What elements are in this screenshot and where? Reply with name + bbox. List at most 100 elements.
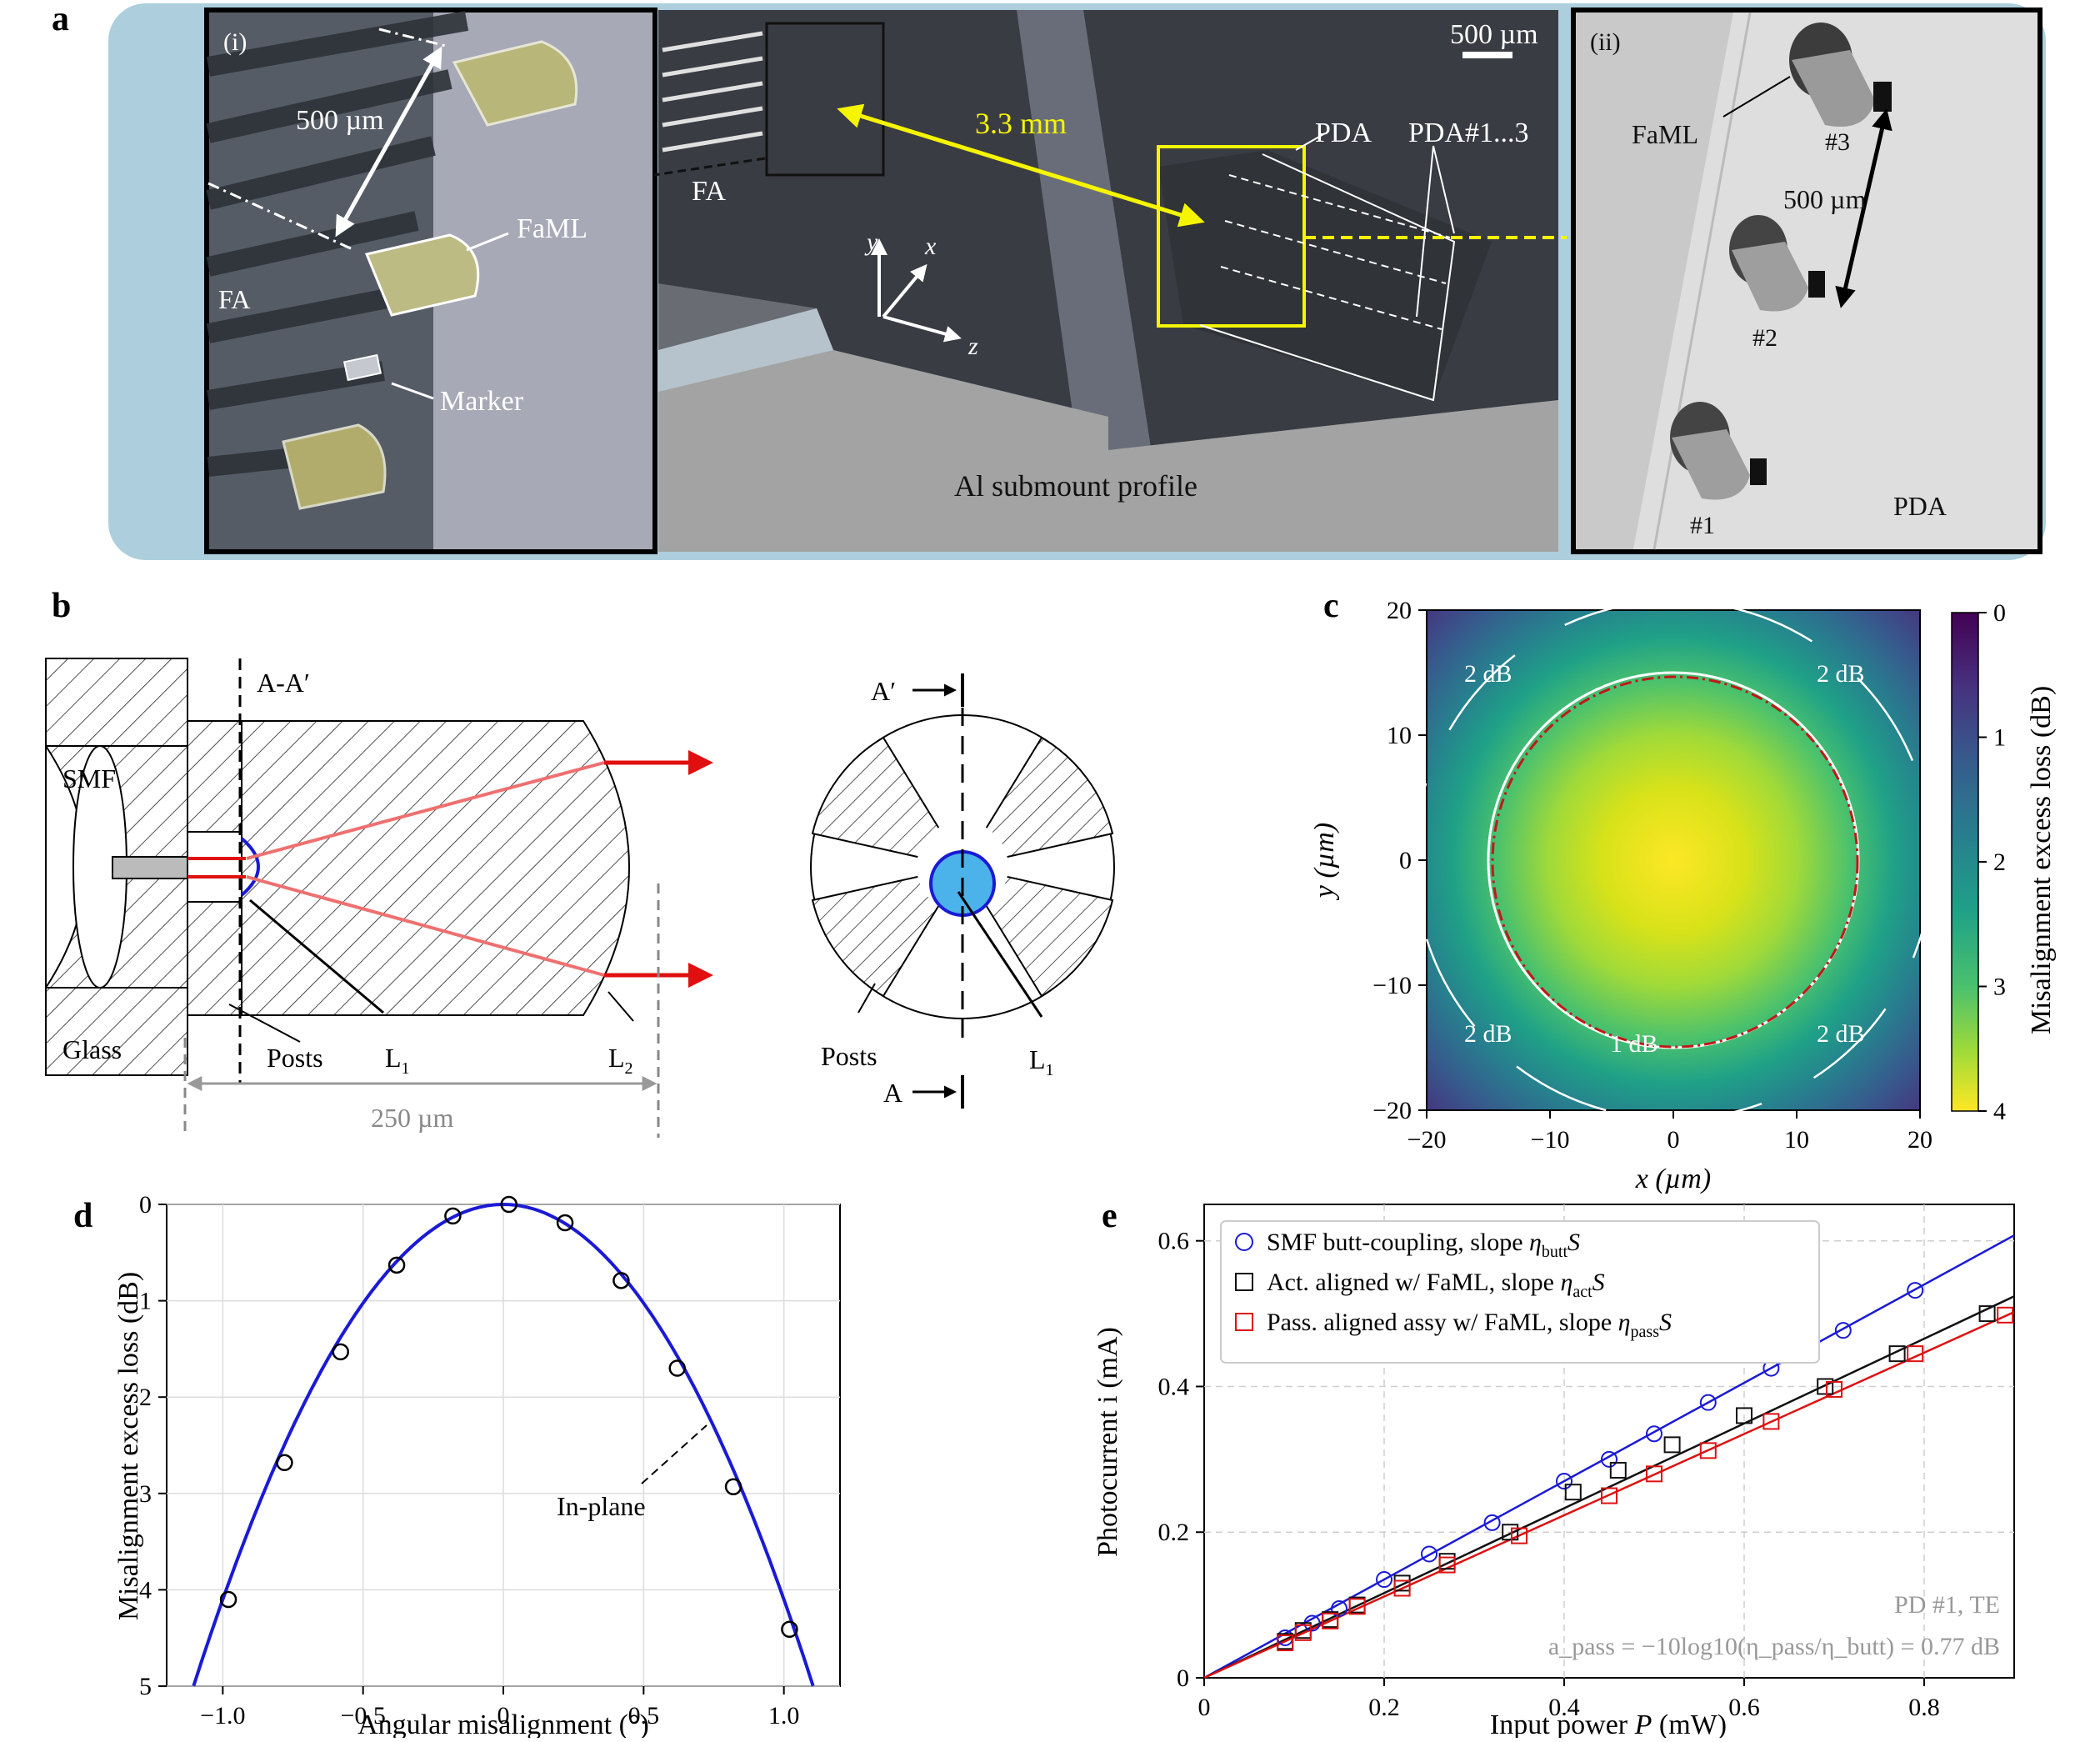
label-marker: Marker: [440, 386, 524, 417]
photo-middle: 500 µm 3.3 mm FA PDA PDA#1...3 y x z Al …: [653, 10, 1567, 552]
label-pda-right: PDA: [1893, 491, 1947, 521]
e-data-point: [1376, 1571, 1392, 1589]
legend-marker: [1235, 1313, 1253, 1331]
label-500um-mid: 500 µm: [1450, 19, 1538, 50]
e-data-point: [1978, 1305, 1996, 1323]
d-data-point: [219, 1590, 238, 1609]
label-posts-front: Posts: [821, 1041, 878, 1071]
e-y-axis-label: Photocurrent i (mA): [1092, 1327, 1123, 1557]
front-view: A′ A Posts L1: [810, 673, 1115, 1109]
e-data-point: [1322, 1612, 1339, 1629]
d-x-tick-label: −0.5: [340, 1702, 385, 1729]
c-x-tick-label: 20: [1908, 1126, 1932, 1154]
label-a: A: [883, 1078, 902, 1108]
label-pda-list: PDA#1...3: [1408, 118, 1529, 148]
e-data-point: [1556, 1473, 1572, 1490]
e-data-point: [1277, 1634, 1294, 1652]
sem-lens-1: [1670, 402, 1767, 500]
legend-eta: η: [1618, 1309, 1631, 1336]
glass-top: [45, 658, 188, 747]
cbar-tick-label: 0: [1993, 599, 2006, 627]
cbar-tick-label: 4: [1993, 1098, 2006, 1125]
label-fa-mid: FA: [692, 176, 726, 207]
label-glass: Glass: [62, 1034, 122, 1064]
e-data-point: [1294, 1624, 1312, 1641]
label-section: A-A′: [257, 668, 310, 698]
c-x-axis-label: x (µm): [1635, 1164, 1711, 1194]
c-x-tick-label: −10: [1531, 1126, 1570, 1154]
contour-label-2db-tr: 2 dB: [1817, 660, 1865, 688]
glass-bottom: [45, 987, 188, 1076]
d-data-point: [556, 1214, 574, 1232]
label-faml-left: FaML: [517, 213, 588, 244]
panel-label-e: e: [1102, 1197, 1118, 1235]
e-data-point: [1762, 1413, 1780, 1430]
d-x-tick-label: 0: [498, 1702, 510, 1729]
e-data-point: [1826, 1380, 1842, 1398]
smf-core: [112, 856, 188, 879]
d-annotation-inplane: In-plane: [557, 1491, 646, 1521]
d-data-point: [500, 1195, 518, 1214]
label-a-prime: A′: [871, 676, 896, 706]
e-x-tick-label: 0.2: [1368, 1694, 1400, 1721]
c-x-tick-label: 10: [1784, 1126, 1809, 1154]
label-l1-front: L1: [1029, 1044, 1054, 1079]
panel-d: d −1.0 −0.5 0 0.5 1.0 0 1 2 3 4 5 In-plane Angular…: [73, 1191, 841, 1740]
label-500um-right: 500 µm: [1783, 184, 1866, 214]
d-x-axis-label: Angular misalignment (°): [358, 1709, 649, 1738]
panel-label-c: c: [1323, 587, 1339, 625]
legend-entry: Act. aligned w/ FaML, slope ηactS: [1267, 1269, 1605, 1301]
lens-mid: [364, 233, 480, 317]
legend-eta: η: [1560, 1269, 1572, 1296]
label-n1: #1: [1690, 512, 1715, 539]
d-data-point: [612, 1272, 630, 1289]
d-x-tick-label: −1.0: [200, 1702, 245, 1729]
lens-l1-surface: [240, 837, 260, 897]
e-data-point: [1601, 1450, 1618, 1468]
e-x-axis-label: Input power P (mW): [1490, 1709, 1727, 1738]
legend-sub: act: [1572, 1283, 1592, 1301]
e-data-point: [1601, 1487, 1618, 1504]
panel-label-d: d: [73, 1197, 92, 1235]
e-x-tick-label: 0.6: [1728, 1694, 1760, 1721]
e-data-point: [1907, 1282, 1924, 1299]
contour-fit-dashdot: [1491, 675, 1859, 1049]
e-data-point: [1564, 1484, 1582, 1501]
legend-marker: [1235, 1233, 1253, 1251]
axis-y-label: y: [864, 228, 878, 256]
label-500um-left: 500 µm: [296, 105, 384, 136]
d-tick-labels: −1.0 −0.5 0 0.5 1.0 0 1 2 3 4 5: [139, 1191, 799, 1729]
sem-lens-3: [1789, 23, 1892, 127]
e-data-point: [1997, 1306, 2014, 1324]
lens-top: [452, 40, 578, 127]
legend-marker: [1235, 1273, 1253, 1291]
d-y-tick-label: 5: [139, 1673, 152, 1700]
c-y-tick-label: 10: [1387, 722, 1412, 749]
label-fa-left: FA: [218, 284, 251, 314]
legend-text: SMF butt-coupling, slope: [1267, 1229, 1529, 1256]
e-data-point: [1646, 1465, 1662, 1483]
e-data-point: [1834, 1322, 1852, 1339]
e-tick-labels: 0 0.2 0.4 0.6 0.8 0 0.2 0.4 0.6: [1158, 1228, 1940, 1721]
sem-lens-2: [1729, 215, 1825, 312]
d-data-point: [276, 1454, 293, 1472]
cbar-tick-label: 1: [1993, 724, 2006, 752]
e-data-point: [1421, 1545, 1438, 1563]
e-data-point: [1393, 1579, 1411, 1597]
label-n3: #3: [1825, 128, 1850, 156]
legend-text: Pass. aligned assy w/ FaML, slope: [1267, 1309, 1618, 1336]
d-y-tick-label: 4: [139, 1576, 152, 1604]
e-data-point: [1502, 1524, 1519, 1541]
c-y-tick-label: 0: [1399, 847, 1412, 874]
c-y-axis-label: y (µm): [1309, 823, 1340, 900]
d-data-point: [781, 1620, 798, 1639]
d-data-points: [219, 1195, 798, 1639]
c-y-tick-label: 20: [1387, 597, 1412, 624]
e-data-point: [1483, 1514, 1501, 1531]
label-n2: #2: [1752, 324, 1778, 352]
label-ii: (ii): [1590, 28, 1621, 56]
lens-body: [241, 720, 630, 1016]
e-y-tick-label: 0: [1177, 1664, 1189, 1692]
label-smf: SMF: [62, 763, 116, 793]
